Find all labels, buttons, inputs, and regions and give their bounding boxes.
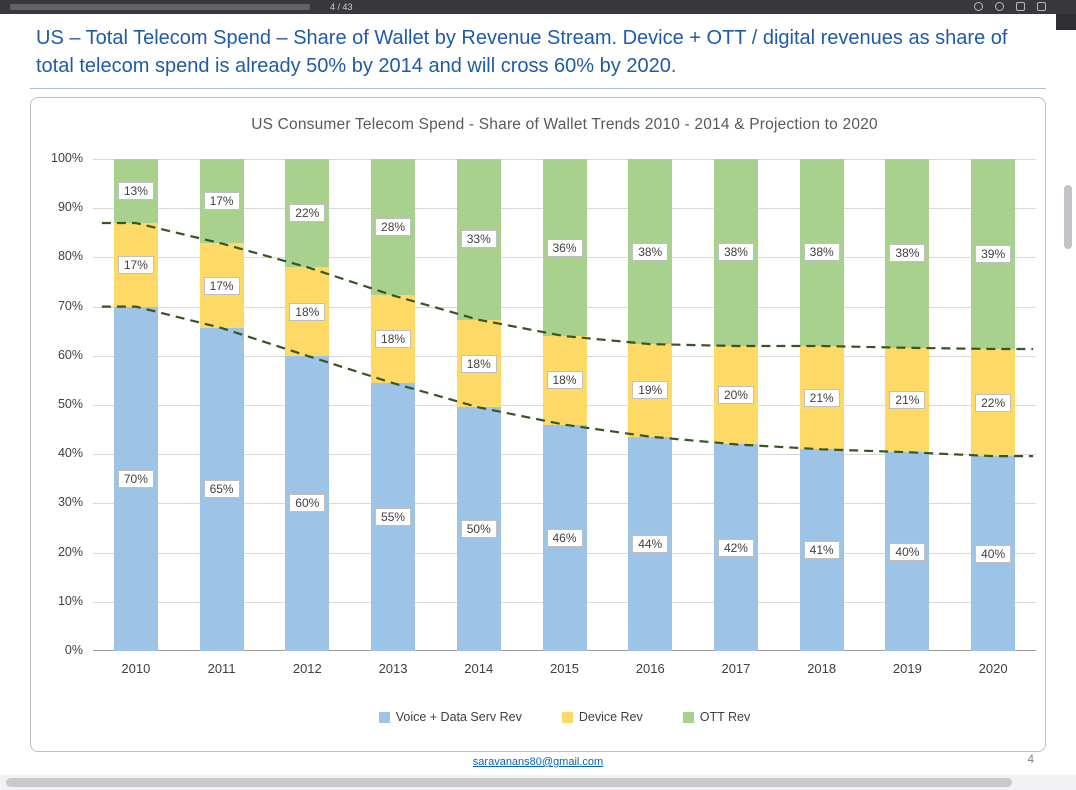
x-tick-label: 2020 xyxy=(978,661,1008,676)
bar-data-label: 60% xyxy=(289,494,326,513)
bar-data-label: 20% xyxy=(717,386,754,405)
bar-data-label: 18% xyxy=(546,371,583,390)
bar-data-label: 50% xyxy=(460,520,497,539)
print-icon[interactable] xyxy=(1037,2,1046,11)
slide-heading: US – Total Telecom Spend – Share of Wall… xyxy=(36,27,1008,77)
bar-data-label: 28% xyxy=(375,218,412,237)
trend-lines xyxy=(101,221,1034,458)
footer-email: saravanans80@gmail.com xyxy=(0,756,1076,768)
download-icon[interactable] xyxy=(1016,2,1025,11)
x-tick-label: 2015 xyxy=(550,661,579,676)
bar-data-label: 36% xyxy=(546,238,583,257)
bar-data-label: 55% xyxy=(375,508,412,527)
bar-data-label: 38% xyxy=(889,244,926,263)
email-link[interactable]: saravanans80@gmail.com xyxy=(472,756,604,768)
chart-legend: Voice + Data Serv Rev Device Rev OTT Rev xyxy=(93,710,1036,724)
y-tick-label: 80% xyxy=(57,249,83,264)
bar-data-label: 42% xyxy=(717,538,754,557)
x-tick-label: 2017 xyxy=(721,661,751,676)
bar-data-label: 40% xyxy=(975,544,1012,563)
chart-card: US Consumer Telecom Spend - Share of Wal… xyxy=(30,97,1046,752)
slide-page-number: 4 xyxy=(1027,754,1034,766)
legend-item: Device Rev xyxy=(561,710,643,724)
bar-data-label: 18% xyxy=(289,302,326,321)
bar-data-label: 21% xyxy=(889,391,926,410)
bar-data-label: 65% xyxy=(203,480,240,499)
x-tick-label: 2014 xyxy=(464,661,494,676)
x-tick-label: 2016 xyxy=(635,661,665,676)
bar-data-label: 22% xyxy=(289,204,326,223)
bar-data-label: 39% xyxy=(975,244,1012,263)
toolbar-icons xyxy=(974,2,1046,11)
page-indicator: 4 / 43 xyxy=(330,2,353,12)
fit-page-icon[interactable] xyxy=(995,2,1004,11)
y-tick-label: 10% xyxy=(57,593,83,608)
bar-data-label: 19% xyxy=(632,381,669,400)
x-tick-label: 2019 xyxy=(892,661,922,676)
bar-data-label: 46% xyxy=(546,528,583,547)
bar-data-label: 40% xyxy=(889,542,926,561)
legend-label: Device Rev xyxy=(578,710,643,724)
legend-swatch xyxy=(378,711,390,723)
vertical-scrollbar-thumb[interactable] xyxy=(1064,185,1072,249)
y-tick-label: 30% xyxy=(57,495,83,510)
horizontal-scrollbar-thumb[interactable] xyxy=(6,778,1012,787)
y-tick-label: 20% xyxy=(57,544,83,559)
pdf-viewer-toolbar: 4 / 43 xyxy=(0,0,1076,14)
bar-data-label: 38% xyxy=(717,243,754,262)
heading-divider xyxy=(30,88,1046,89)
bar-data-label: 18% xyxy=(375,330,412,349)
x-tick-label: 2013 xyxy=(378,661,408,676)
document-url-text xyxy=(10,4,310,10)
y-tick-label: 70% xyxy=(57,298,83,313)
bar-data-label: 38% xyxy=(632,242,669,261)
x-tick-label: 2018 xyxy=(807,661,837,676)
y-tick-label: 0% xyxy=(64,643,83,657)
legend-label: OTT Rev xyxy=(699,710,751,724)
y-tick-label: 60% xyxy=(57,347,83,362)
plot-area: 70% 17% 13% 65% 17% 17% 60% 18% 22% 55% 18% 28% 50% 1… xyxy=(93,159,1036,651)
legend-item: Voice + Data Serv Rev xyxy=(378,710,522,724)
legend-label: Voice + Data Serv Rev xyxy=(395,710,522,724)
y-tick-label: 100% xyxy=(51,151,83,165)
legend-swatch xyxy=(561,711,573,723)
bar-data-label: 17% xyxy=(203,192,240,211)
bar-data-label: 44% xyxy=(632,534,669,553)
bar-data-label: 22% xyxy=(975,393,1012,412)
horizontal-scrollbar-track[interactable] xyxy=(0,775,1076,790)
bar-data-label: 38% xyxy=(803,243,840,262)
bar-data-label: 17% xyxy=(117,255,154,274)
y-tick-label: 50% xyxy=(57,397,83,411)
x-tick-label: 2012 xyxy=(292,661,322,676)
bar-data-label: 18% xyxy=(460,354,497,373)
bar-data-label: 70% xyxy=(117,469,154,488)
x-tick-label: 2011 xyxy=(207,661,236,676)
y-tick-label: 40% xyxy=(57,446,83,461)
legend-item: OTT Rev xyxy=(682,710,751,724)
bar-data-label: 41% xyxy=(803,541,840,560)
legend-swatch xyxy=(682,711,694,723)
bar-data-label: 21% xyxy=(803,388,840,407)
bar-data-label: 17% xyxy=(203,276,240,295)
rotate-icon[interactable] xyxy=(974,2,983,11)
x-tick-label: 2010 xyxy=(121,661,151,676)
bar-data-label: 33% xyxy=(460,230,497,249)
chart-title: US Consumer Telecom Spend - Share of Wal… xyxy=(251,116,878,133)
y-tick-label: 90% xyxy=(57,200,83,215)
bar-data-label: 13% xyxy=(117,181,154,200)
